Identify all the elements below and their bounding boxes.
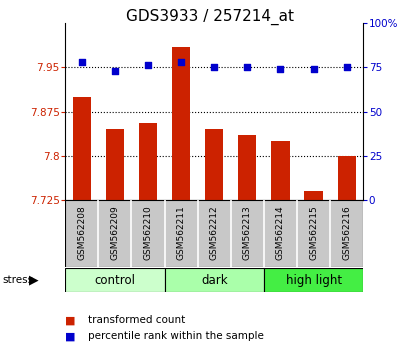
Text: percentile rank within the sample: percentile rank within the sample: [88, 331, 264, 341]
Text: GSM562211: GSM562211: [176, 205, 186, 260]
Text: ▶: ▶: [29, 274, 38, 286]
Point: [277, 66, 284, 72]
Point: [344, 64, 350, 70]
Text: stress: stress: [2, 275, 33, 285]
Bar: [264, 268, 363, 292]
Text: ■: ■: [65, 315, 76, 325]
Text: high light: high light: [286, 274, 341, 286]
Text: GSM562209: GSM562209: [110, 205, 119, 260]
Bar: [73, 97, 91, 200]
Text: GSM562208: GSM562208: [77, 205, 86, 260]
Text: ■: ■: [65, 331, 76, 341]
Point: [211, 64, 218, 70]
Text: GDS3933 / 257214_at: GDS3933 / 257214_at: [126, 9, 294, 25]
Text: GSM562216: GSM562216: [342, 205, 351, 260]
Point: [78, 59, 85, 65]
Text: dark: dark: [201, 274, 228, 286]
Point: [111, 68, 118, 74]
Bar: [106, 129, 124, 200]
Point: [310, 66, 317, 72]
Point: [244, 64, 251, 70]
Bar: [304, 191, 323, 200]
Point: [144, 63, 151, 68]
Text: GSM562210: GSM562210: [144, 205, 152, 260]
Text: GSM562212: GSM562212: [210, 205, 219, 259]
Bar: [338, 156, 356, 200]
Bar: [271, 141, 289, 200]
Bar: [205, 129, 223, 200]
Bar: [165, 268, 264, 292]
Bar: [65, 268, 165, 292]
Text: GSM562215: GSM562215: [309, 205, 318, 260]
Text: control: control: [94, 274, 135, 286]
Bar: [139, 123, 157, 200]
Text: transformed count: transformed count: [88, 315, 186, 325]
Text: GSM562213: GSM562213: [243, 205, 252, 260]
Point: [178, 59, 184, 65]
Text: GSM562214: GSM562214: [276, 205, 285, 259]
Bar: [172, 47, 190, 200]
Bar: [238, 135, 257, 200]
